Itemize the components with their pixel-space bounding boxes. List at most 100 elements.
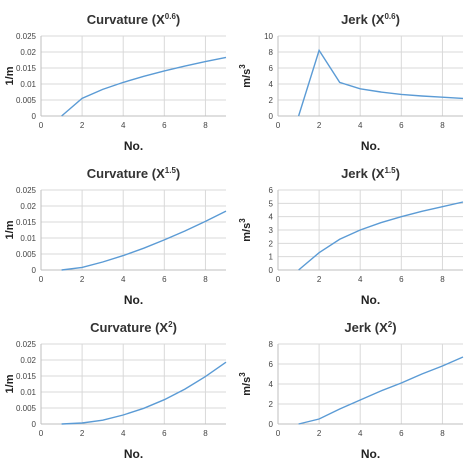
chart-title: Jerk (X0.6)	[341, 12, 400, 27]
x-axis-label: No.	[124, 447, 143, 461]
x-tick-label: 4	[121, 121, 126, 130]
chart-title-text: Jerk (X	[344, 320, 388, 335]
series-line	[298, 356, 464, 425]
chart-title-text: Curvature (X	[87, 12, 165, 27]
y-axis-label: m/s3	[238, 64, 253, 88]
y-axis-label-text: m/s	[241, 377, 253, 396]
y-tick-label: 0	[32, 112, 37, 121]
y-tick-label: 0	[32, 420, 37, 429]
x-axis-label: No.	[361, 293, 380, 307]
y-axis-label: 1/m	[4, 220, 16, 239]
chart-title-text: Jerk (X	[341, 166, 385, 181]
y-tick-label: 0.005	[16, 250, 37, 259]
x-tick-label: 6	[399, 275, 404, 284]
chart-title-end: )	[396, 12, 400, 27]
chart-panel: Curvature (X0.6) 0 0.005 0.01 0.015 0.02 0.025…	[0, 0, 237, 158]
y-tick-label: 3	[269, 226, 274, 235]
y-tick-label: 4	[269, 380, 274, 389]
x-tick-label: 2	[317, 275, 322, 284]
y-tick-label: 0.015	[16, 372, 37, 381]
x-tick-label: 0	[276, 121, 281, 130]
y-axis-label-text: m/s	[241, 223, 253, 242]
x-tick-label: 2	[80, 429, 85, 438]
chart-svg: Curvature (X1.5) 0 0.005 0.01 0.015 0.02 0.025…	[4, 166, 227, 307]
chart-title-end: )	[173, 320, 177, 335]
chart-svg: Curvature (X0.6) 0 0.005 0.01 0.015 0.02 0.025…	[4, 12, 227, 153]
x-tick-label: 6	[399, 429, 404, 438]
y-tick-label: 0	[269, 420, 274, 429]
x-tick-label: 2	[80, 275, 85, 284]
y-tick-label: 0.015	[16, 218, 37, 227]
x-tick-label: 4	[121, 429, 126, 438]
y-tick-label: 0.01	[20, 234, 36, 243]
chart-panel: Jerk (X2) 0 2 4 6 8 0 2 4 6 8 No. m/s3	[237, 308, 474, 466]
x-tick-label: 8	[440, 429, 445, 438]
x-tick-label: 0	[276, 429, 281, 438]
y-tick-label: 0.02	[20, 48, 36, 57]
x-tick-label: 4	[358, 429, 363, 438]
x-tick-label: 4	[121, 275, 126, 284]
y-tick-label: 2	[269, 96, 274, 105]
x-tick-label: 8	[203, 121, 208, 130]
chart-title-end: )	[176, 166, 180, 181]
chart-title-superscript: 1.5	[165, 166, 177, 175]
series-line	[61, 361, 227, 425]
y-tick-label: 8	[269, 48, 274, 57]
x-tick-label: 0	[276, 275, 281, 284]
chart-title: Curvature (X0.6)	[87, 12, 181, 27]
y-tick-label: 5	[269, 199, 274, 208]
y-tick-label: 0.01	[20, 80, 36, 89]
y-tick-label: 0.025	[16, 186, 37, 195]
y-tick-label: 0	[269, 112, 274, 121]
chart-panel: Jerk (X0.6) 0 2 4 6 8 10 0 2 4 6 8 No. m/s3	[237, 0, 474, 158]
y-axis-label: m/s3	[238, 372, 253, 396]
y-tick-label: 0.025	[16, 340, 37, 349]
y-tick-label: 0	[269, 266, 274, 275]
y-tick-label: 4	[269, 80, 274, 89]
y-tick-label: 0	[32, 266, 37, 275]
chart-title-superscript: 2	[388, 320, 393, 329]
y-axis-label: 1/m	[4, 66, 16, 85]
chart-title-end: )	[396, 166, 400, 181]
x-tick-label: 8	[203, 275, 208, 284]
x-tick-label: 8	[440, 275, 445, 284]
y-tick-label: 10	[264, 32, 273, 41]
series-line	[61, 56, 227, 117]
y-tick-label: 0.005	[16, 404, 37, 413]
y-axis-label-text: 1/m	[4, 220, 16, 239]
x-tick-label: 2	[317, 121, 322, 130]
y-tick-label: 0.02	[20, 356, 36, 365]
x-tick-label: 6	[162, 275, 167, 284]
chart-title-superscript: 2	[168, 320, 173, 329]
chart-title: Curvature (X1.5)	[87, 166, 181, 181]
y-axis-label: 1/m	[4, 374, 16, 393]
y-tick-label: 0.005	[16, 96, 37, 105]
x-tick-label: 0	[39, 429, 44, 438]
chart-title: Jerk (X2)	[344, 320, 396, 335]
x-axis-label: No.	[124, 139, 143, 153]
chart-title-text: Jerk (X	[341, 12, 385, 27]
y-axis-label-superscript: 3	[238, 218, 247, 223]
series-line	[297, 48, 464, 117]
x-axis-label: No.	[361, 447, 380, 461]
y-tick-label: 0.015	[16, 64, 37, 73]
y-tick-label: 0.02	[20, 202, 36, 211]
y-axis-label-text: m/s	[241, 69, 253, 88]
y-axis-label-superscript: 3	[238, 64, 247, 69]
x-tick-label: 2	[80, 121, 85, 130]
y-axis-label-text: 1/m	[4, 66, 16, 85]
chart-panel: Curvature (X1.5) 0 0.005 0.01 0.015 0.02 0.025…	[0, 154, 237, 312]
y-tick-label: 2	[269, 400, 274, 409]
series-line	[298, 201, 464, 271]
x-tick-label: 4	[358, 121, 363, 130]
chart-panel: Curvature (X2) 0 0.005 0.01 0.015 0.02 0.025 0 2…	[0, 308, 237, 466]
x-tick-label: 0	[39, 275, 44, 284]
y-axis-label-superscript: 3	[238, 372, 247, 377]
y-tick-label: 6	[269, 360, 274, 369]
series-line	[61, 210, 227, 271]
y-tick-label: 4	[269, 213, 274, 222]
x-tick-label: 4	[358, 275, 363, 284]
x-tick-label: 2	[317, 429, 322, 438]
